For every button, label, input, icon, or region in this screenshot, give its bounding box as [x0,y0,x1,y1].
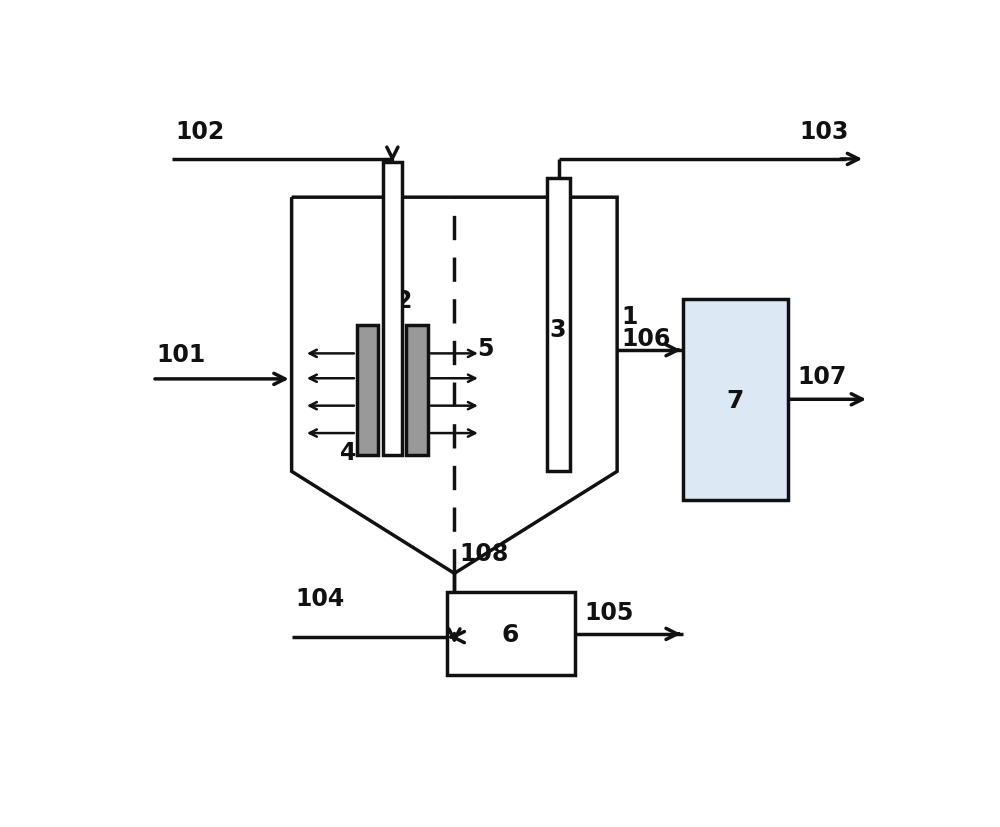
Text: 104: 104 [296,586,345,610]
Text: 6: 6 [502,622,519,646]
Text: 2: 2 [395,289,411,313]
Text: 5: 5 [478,337,494,361]
Bar [383,163,402,456]
Text: 1: 1 [621,304,637,328]
Text: 3: 3 [550,318,566,342]
Text: 101: 101 [156,342,205,366]
Text: 7: 7 [727,388,744,412]
Bar [406,325,428,456]
Bar [357,325,378,456]
Text: 4: 4 [340,440,357,464]
Bar [683,300,788,500]
Bar [447,593,574,676]
Text: 105: 105 [585,600,634,624]
Text: 106: 106 [621,327,670,351]
Bar [547,179,570,471]
Text: 103: 103 [799,120,849,144]
Text: 102: 102 [175,120,225,144]
Text: 107: 107 [798,365,847,389]
Text: 108: 108 [460,542,509,566]
